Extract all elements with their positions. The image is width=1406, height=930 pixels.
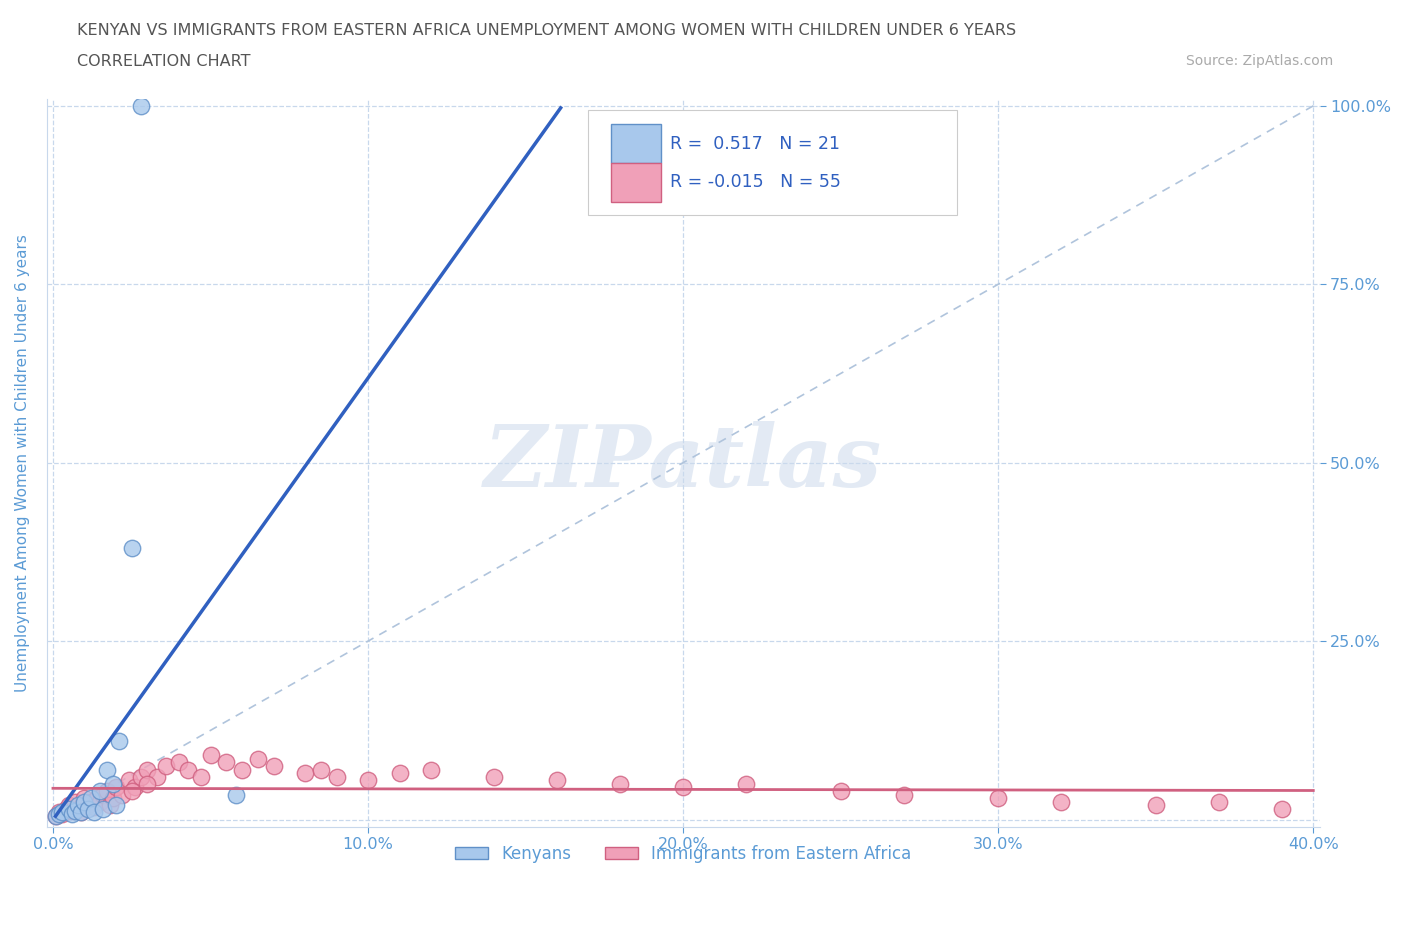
Point — [215, 755, 238, 770]
Text: Source: ZipAtlas.com: Source: ZipAtlas.com — [1185, 54, 1333, 68]
Point — [101, 777, 124, 791]
Point — [325, 769, 347, 784]
Point — [167, 755, 190, 770]
Point — [420, 763, 443, 777]
Point — [45, 808, 67, 823]
FancyBboxPatch shape — [610, 125, 661, 164]
Point — [546, 773, 568, 788]
Point — [309, 763, 332, 777]
Point — [190, 769, 212, 784]
Point — [98, 798, 121, 813]
Point — [80, 790, 103, 805]
Point — [60, 806, 83, 821]
Point — [108, 734, 131, 749]
Point — [89, 784, 111, 799]
Point — [67, 802, 90, 817]
Point — [48, 805, 70, 820]
Point — [357, 773, 380, 788]
Point — [111, 787, 134, 802]
Point — [830, 784, 852, 799]
Text: R = -0.015   N = 55: R = -0.015 N = 55 — [671, 173, 841, 192]
Point — [987, 790, 1010, 805]
Point — [893, 787, 915, 802]
Point — [58, 798, 80, 813]
Point — [177, 763, 200, 777]
Point — [672, 780, 695, 795]
Point — [89, 794, 111, 809]
Point — [96, 784, 118, 799]
Y-axis label: Unemployment Among Women with Children Under 6 years: Unemployment Among Women with Children U… — [15, 233, 30, 692]
Point — [735, 777, 758, 791]
Point — [51, 805, 73, 820]
Text: ZIPatlas: ZIPatlas — [484, 421, 882, 504]
Point — [55, 802, 77, 817]
Point — [231, 763, 253, 777]
FancyBboxPatch shape — [610, 163, 661, 202]
Point — [121, 784, 143, 799]
Point — [60, 804, 83, 818]
Point — [63, 794, 86, 809]
Point — [1144, 798, 1167, 813]
Point — [263, 759, 285, 774]
Point — [388, 765, 411, 780]
Point — [73, 790, 96, 805]
Point — [58, 802, 80, 817]
Point — [70, 805, 93, 820]
Point — [63, 804, 86, 818]
Point — [1208, 794, 1230, 809]
Point — [117, 773, 139, 788]
Point — [104, 798, 127, 813]
Point — [146, 769, 169, 784]
Point — [200, 748, 222, 763]
Point — [121, 541, 143, 556]
Point — [70, 805, 93, 820]
Point — [136, 763, 159, 777]
Point — [96, 763, 118, 777]
Text: KENYAN VS IMMIGRANTS FROM EASTERN AFRICA UNEMPLOYMENT AMONG WOMEN WITH CHILDREN : KENYAN VS IMMIGRANTS FROM EASTERN AFRICA… — [77, 23, 1017, 38]
Point — [129, 99, 152, 113]
Point — [609, 777, 631, 791]
Point — [129, 769, 152, 784]
Legend: Kenyans, Immigrants from Eastern Africa: Kenyans, Immigrants from Eastern Africa — [449, 838, 918, 870]
Point — [93, 802, 115, 817]
Point — [76, 802, 98, 817]
Point — [76, 798, 98, 813]
Text: CORRELATION CHART: CORRELATION CHART — [77, 54, 250, 69]
Point — [482, 769, 505, 784]
Point — [225, 787, 247, 802]
FancyBboxPatch shape — [588, 110, 957, 215]
Point — [136, 777, 159, 791]
Point — [80, 794, 103, 809]
Point — [1050, 794, 1073, 809]
Point — [1271, 802, 1294, 817]
Point — [45, 808, 67, 823]
Point — [246, 751, 269, 766]
Point — [294, 765, 316, 780]
Point — [124, 780, 146, 795]
Point — [83, 799, 105, 814]
Point — [101, 790, 124, 805]
Point — [155, 759, 177, 774]
Point — [93, 787, 115, 802]
Point — [86, 790, 108, 805]
Point — [83, 805, 105, 820]
Point — [73, 794, 96, 809]
Point — [48, 806, 70, 821]
Point — [51, 806, 73, 821]
Point — [67, 798, 90, 813]
Point — [104, 780, 127, 795]
Text: R =  0.517   N = 21: R = 0.517 N = 21 — [671, 135, 841, 153]
